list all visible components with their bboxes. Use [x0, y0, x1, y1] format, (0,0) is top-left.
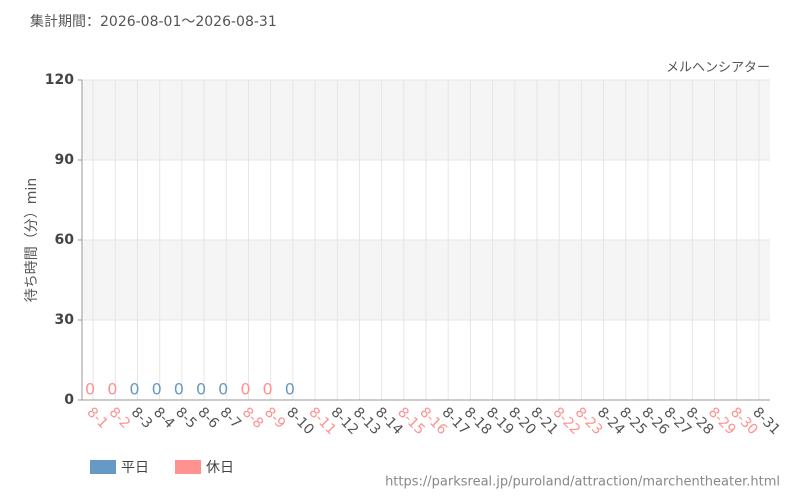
data-label: 0 — [263, 380, 273, 399]
x-tick-label: 8-7 — [217, 404, 244, 431]
legend-swatch — [175, 460, 201, 474]
y-tick-label: 0 — [64, 392, 74, 408]
legend-label: 休日 — [206, 460, 234, 476]
x-tick-label: 8-6 — [194, 404, 222, 432]
y-tick-label: 120 — [45, 72, 74, 88]
x-tick-label: 8-2 — [106, 404, 133, 431]
data-label: 0 — [107, 380, 117, 399]
chart-title: 集計期間：2026-08-01～2026-08-31 — [30, 13, 277, 30]
x-tick-label: 8-5 — [172, 404, 199, 431]
data-label: 0 — [285, 380, 295, 399]
legend-label: 平日 — [121, 460, 149, 476]
data-label: 0 — [196, 380, 206, 399]
data-label: 0 — [152, 380, 162, 399]
data-label: 0 — [218, 380, 228, 399]
data-label: 0 — [240, 380, 250, 399]
y-tick-label: 30 — [55, 312, 75, 328]
x-tick-label: 8-8 — [239, 404, 266, 431]
x-tick-label: 8-9 — [261, 404, 288, 431]
y-tick-label: 90 — [55, 152, 75, 168]
x-tick-label: 8-4 — [150, 404, 178, 432]
x-tick-label: 8-1 — [83, 404, 110, 431]
x-tick-label: 8-3 — [128, 404, 155, 431]
y-axis-label: 待ち時間（分）min — [24, 178, 40, 302]
chart-subtitle: メルヘンシアター — [666, 61, 770, 76]
data-label: 0 — [174, 380, 184, 399]
data-label: 0 — [85, 380, 95, 399]
source-url: https://parksreal.jp/puroland/attraction… — [385, 475, 780, 490]
y-tick-label: 60 — [55, 232, 75, 248]
data-label: 0 — [129, 380, 139, 399]
legend-swatch — [90, 460, 116, 474]
